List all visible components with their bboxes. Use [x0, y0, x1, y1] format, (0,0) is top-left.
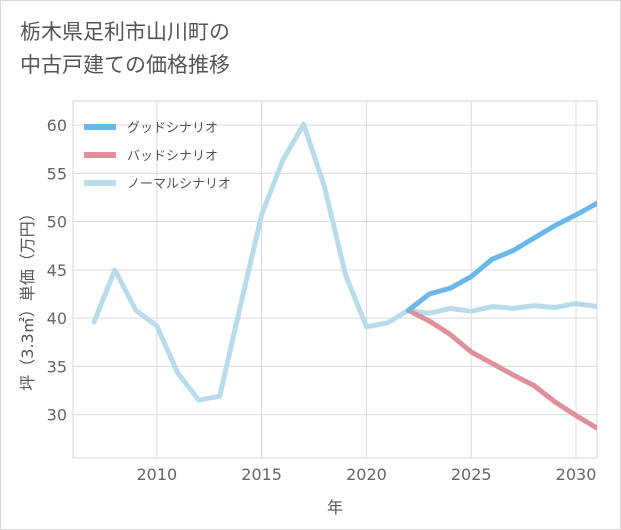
- y-tick-50: 50: [47, 213, 67, 232]
- series-line-good: [405, 200, 597, 313]
- legend-label-normal: ノーマルシナリオ: [127, 177, 231, 192]
- chart-title: 栃木県足利市山川町の 中古戸建ての価格推移: [20, 16, 230, 82]
- y-tick-60: 60: [47, 116, 67, 135]
- y-axis-label: 坪（3.3㎡）単価（万円）: [18, 205, 37, 390]
- y-tick-45: 45: [47, 261, 67, 280]
- plot-area: [72, 100, 598, 459]
- x-tick-2025: 2025: [451, 465, 492, 484]
- x-tick-labels: 2010 2015 2020 2025 2030: [136, 465, 596, 484]
- series-line-bad: [405, 307, 597, 431]
- x-tick-2010: 2010: [136, 465, 177, 484]
- x-tick-2030: 2030: [556, 465, 597, 484]
- x-tick-2015: 2015: [241, 465, 282, 484]
- x-gridlines: [156, 101, 577, 458]
- series-line-normal: [91, 121, 597, 403]
- y-tick-40: 40: [47, 309, 67, 328]
- chart-title-line-2: 中古戸建ての価格推移: [20, 53, 230, 77]
- y-tick-55: 55: [47, 164, 67, 183]
- legend-label-bad: バッドシナリオ: [127, 149, 218, 164]
- y-tick-labels: 30 35 40 45 50 55 60: [47, 116, 67, 424]
- series-layer: [91, 121, 597, 431]
- legend-label-good: グッドシナリオ: [127, 121, 218, 136]
- y-tick-35: 35: [47, 357, 67, 376]
- y-gridlines: [73, 124, 597, 416]
- y-tick-30: 30: [47, 406, 67, 425]
- x-tick-2020: 2020: [346, 465, 387, 484]
- x-axis-label: 年: [327, 498, 343, 517]
- chart-title-line-1: 栃木県足利市山川町の: [20, 20, 230, 44]
